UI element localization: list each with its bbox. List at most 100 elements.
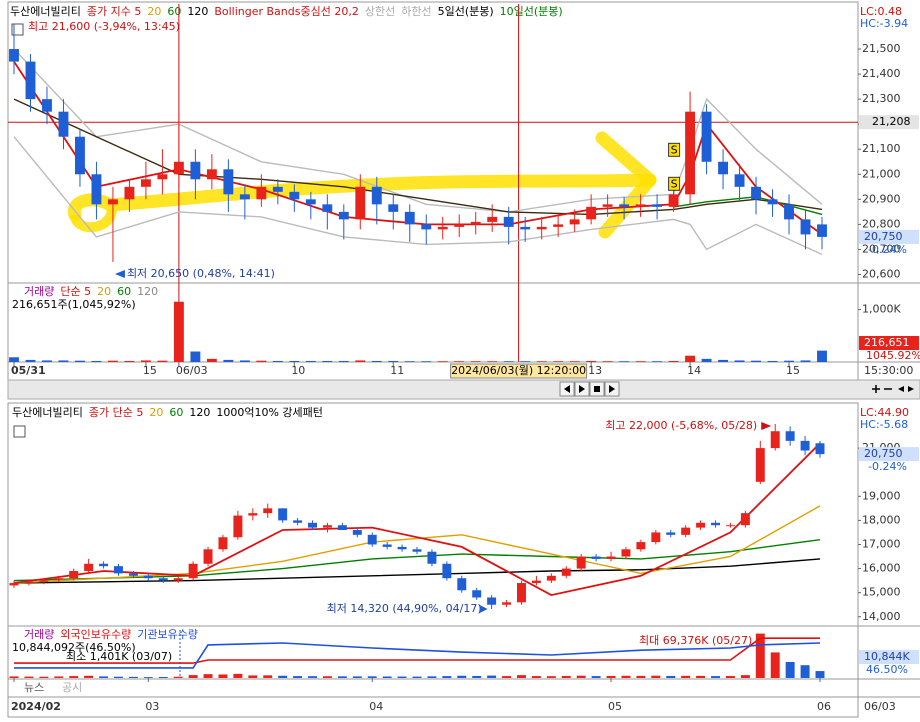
volume-bar — [784, 360, 794, 362]
candle-body — [206, 169, 217, 180]
hc: HC:-5.68 — [860, 418, 908, 431]
candle-body — [158, 578, 168, 581]
candle-body — [263, 508, 273, 514]
volume-bar — [173, 301, 184, 362]
candle-body — [718, 161, 729, 175]
volume-bar — [367, 676, 377, 678]
x-tick-label: 05 — [608, 700, 622, 713]
candle-body — [203, 549, 213, 564]
scroll-icon[interactable] — [908, 386, 914, 392]
chart-layer: 두산에너빌리티 종가 지수 5 20 60 120 Bollinger Bands중심선 … — [8, 4, 920, 713]
candle-body — [173, 578, 183, 581]
volume-bar — [668, 360, 679, 362]
candle-body — [784, 204, 794, 220]
y-tick-label: 20,900 — [862, 192, 901, 205]
legend-entry: 120 — [189, 406, 210, 419]
legend-entry: 종가 단순 5 — [89, 406, 143, 419]
candle-body — [561, 568, 571, 576]
volume-bar — [128, 676, 138, 678]
candle-body — [293, 520, 303, 523]
last-volume-label: 216,651 — [864, 336, 910, 349]
candle-body — [157, 174, 168, 180]
candle-body — [412, 549, 422, 552]
candle-body — [442, 563, 452, 579]
candle-body — [502, 602, 512, 605]
low-arrow — [114, 269, 125, 278]
candle-body — [69, 570, 79, 579]
candle-body — [652, 204, 663, 207]
x-tick-label: 04 — [369, 700, 383, 713]
holding-line — [14, 637, 820, 664]
candle-body — [388, 204, 399, 212]
candle-body — [576, 556, 586, 569]
volume-bar — [75, 360, 85, 362]
candle-body — [322, 204, 333, 212]
volume-bar — [546, 676, 556, 678]
y-tick-label: 14,000 — [862, 610, 901, 623]
volume-bar — [308, 676, 317, 678]
candle-body — [99, 563, 109, 567]
volume-bar — [454, 361, 465, 362]
volume-bar — [263, 675, 273, 678]
candle-body — [696, 522, 706, 528]
volume-bar — [602, 361, 613, 362]
candle-body — [239, 194, 250, 200]
volume-bar — [502, 676, 512, 678]
lc: LC:0.48 — [860, 5, 902, 18]
candle-body — [668, 194, 679, 207]
volume-bar — [487, 675, 497, 678]
volume-bar — [84, 675, 94, 678]
volume-bar — [652, 361, 663, 362]
candle-body — [531, 580, 541, 584]
volume-bar — [157, 360, 168, 362]
candle-body — [371, 186, 382, 205]
candle-body — [188, 563, 198, 579]
volume-bar — [536, 361, 547, 362]
y-tick-label: 21,300 — [862, 92, 901, 105]
candle-body — [9, 583, 19, 586]
x-tick-label: 13 — [588, 364, 602, 377]
volume-bar — [586, 360, 597, 362]
volume-bar — [725, 676, 735, 678]
candle-body — [352, 530, 362, 535]
candle-body — [785, 431, 795, 441]
grid-icon[interactable] — [13, 425, 26, 438]
lc: LC:44.90 — [860, 406, 909, 419]
candle-body — [767, 199, 778, 205]
candle-body — [520, 226, 531, 230]
legend-entry: 종가 지수 5 — [87, 5, 141, 18]
volume-bar — [289, 360, 300, 362]
volume-bar — [470, 361, 481, 362]
volume-bar — [293, 676, 303, 678]
candle-body — [289, 191, 300, 200]
candle-body — [586, 206, 597, 220]
volume-bar — [651, 675, 661, 678]
candle-body — [54, 578, 64, 580]
zoom-in[interactable] — [872, 385, 880, 393]
candle-body — [602, 204, 613, 207]
play-icon — [609, 385, 615, 393]
volume-bar — [718, 359, 729, 362]
current-box — [859, 229, 919, 244]
candle-body — [248, 513, 258, 516]
volume-bar — [305, 360, 316, 362]
volume-bar — [553, 361, 564, 362]
volume-bar — [355, 360, 366, 362]
volume-bar — [576, 675, 586, 678]
y-tick-label: 20,600 — [862, 267, 901, 280]
reference-box — [859, 115, 919, 130]
candle-body — [751, 186, 761, 200]
high-note: 최고 21,600 (-3,94%, 13:45) — [28, 20, 180, 33]
volume-bar — [24, 676, 34, 678]
candle-body — [569, 219, 580, 225]
volume-bar — [770, 652, 780, 678]
volume-bar — [39, 676, 49, 678]
y-tick-label: 21,500 — [862, 42, 901, 55]
grid-icon[interactable] — [11, 23, 24, 36]
y-tick-label: 20,800 — [862, 217, 901, 230]
x-tick-label: 15 — [786, 364, 800, 377]
candle-body — [218, 537, 228, 550]
scroll-icon[interactable] — [898, 386, 904, 392]
news-tab: 공시 — [62, 681, 82, 694]
